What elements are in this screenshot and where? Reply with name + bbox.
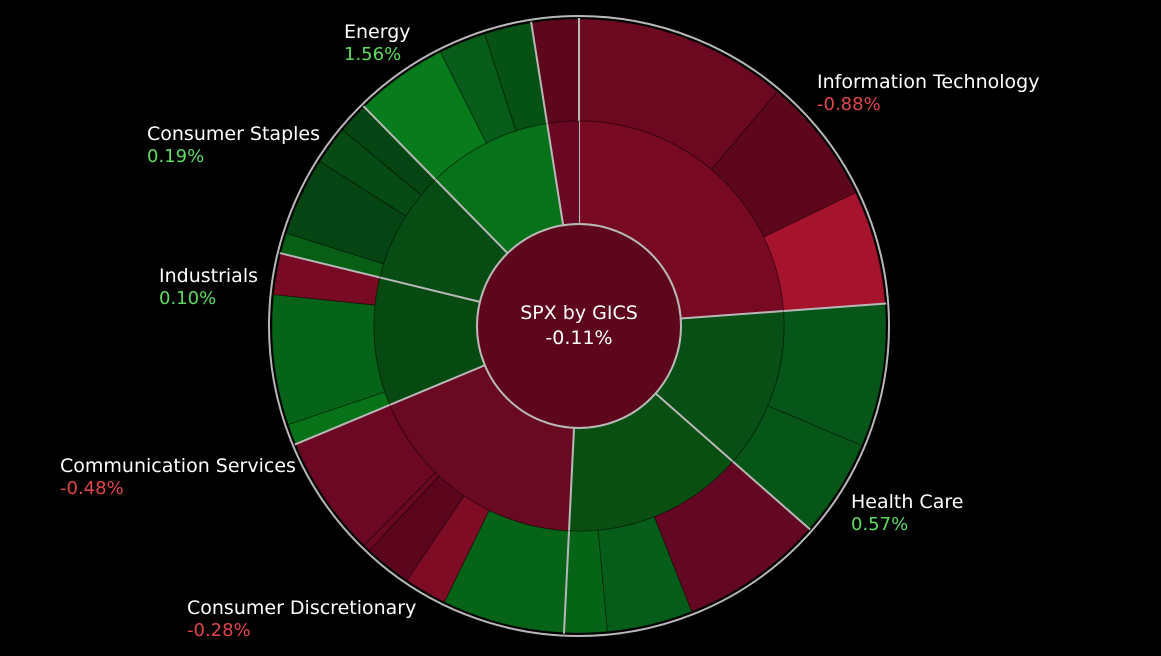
sector-label-name: Consumer Discretionary <box>187 597 416 619</box>
sector-label-name: Consumer Staples <box>147 123 320 145</box>
sector-divider-5 <box>279 252 481 303</box>
sector-arc-5[interactable] <box>379 179 508 302</box>
sector-arc-1[interactable] <box>655 311 784 462</box>
sector-divider-6 <box>362 105 509 254</box>
sector-divider-2 <box>654 392 811 531</box>
sector-label-name: Communication Services <box>60 455 296 477</box>
sector-label-name: Energy <box>344 21 411 43</box>
inner-ring <box>279 18 887 634</box>
center-change: -0.11% <box>545 327 612 349</box>
sector-label-name: Health Care <box>851 491 963 513</box>
sector-divider-3 <box>562 427 576 634</box>
sector-arc-4[interactable] <box>374 277 485 405</box>
ring-boundary <box>373 120 785 532</box>
sector-labels: Information Technology-0.88%Health Care0… <box>60 21 1039 641</box>
sector-divider-4 <box>294 364 486 446</box>
outer-ring-border <box>268 15 890 637</box>
sector-arc-3[interactable] <box>389 365 575 531</box>
sector-arc-6[interactable] <box>435 123 564 254</box>
sector-arc-2[interactable] <box>569 393 733 532</box>
sector-label-change: -0.48% <box>60 478 124 499</box>
sector-label-name: Information Technology <box>817 71 1039 93</box>
sector-divider-1 <box>680 302 887 320</box>
sector-label-change: 0.10% <box>159 288 216 309</box>
sector-arc-7[interactable] <box>547 120 579 226</box>
center-title: SPX by GICS <box>520 302 638 324</box>
sector-label-change: 0.19% <box>147 146 204 167</box>
sector-label-name: Industrials <box>159 265 258 287</box>
sector-label-change: 0.57% <box>851 514 908 535</box>
sector-label-change: 1.56% <box>344 44 401 65</box>
center-disc[interactable] <box>476 223 682 429</box>
sector-divider-7 <box>530 21 565 226</box>
outer-ring <box>271 18 887 634</box>
sector-label-change: -0.28% <box>187 620 251 641</box>
sector-label-change: -0.88% <box>817 94 881 115</box>
sector-arc-0[interactable] <box>579 121 784 319</box>
